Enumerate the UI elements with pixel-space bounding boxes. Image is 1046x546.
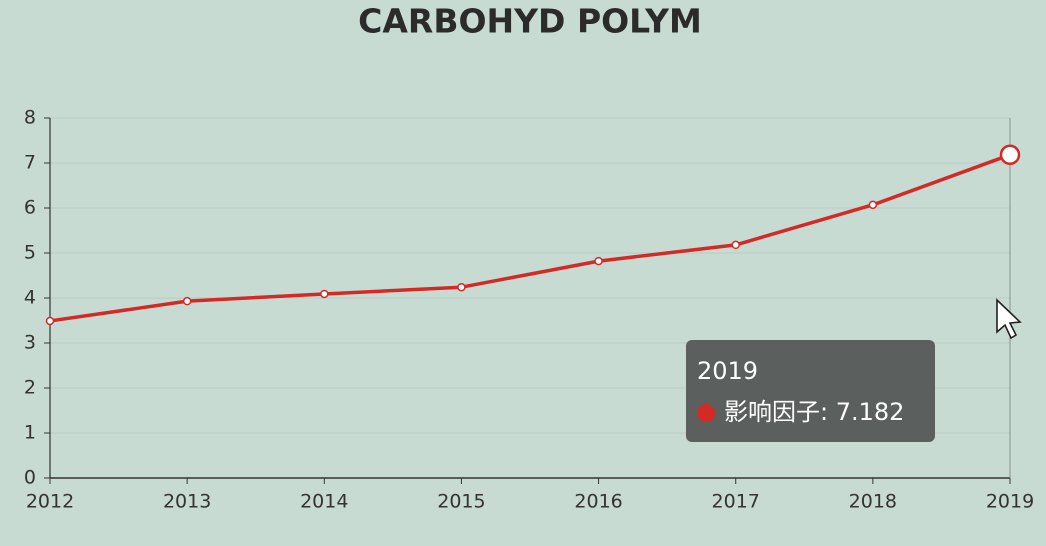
y-tick-label: 5 — [24, 242, 36, 264]
y-tick-label: 3 — [24, 332, 36, 354]
y-tick-label: 1 — [24, 422, 36, 444]
mouse-cursor — [996, 298, 1022, 340]
x-tick-label: 2017 — [712, 491, 760, 513]
x-tick-label: 2014 — [300, 491, 348, 513]
x-tick-label: 2019 — [986, 491, 1034, 513]
point — [182, 296, 192, 306]
y-tick-label: 8 — [24, 107, 36, 129]
y-tick-label: 2 — [24, 377, 36, 399]
point — [457, 282, 466, 292]
x-tick-label: 2016 — [574, 491, 622, 513]
y-tick-label: 6 — [24, 197, 36, 219]
tooltip-box — [686, 340, 935, 442]
tooltip: 2019 影响因子: 7.182 — [686, 340, 935, 442]
point — [999, 144, 1021, 166]
point — [45, 316, 55, 326]
y-tick-label: 4 — [24, 287, 36, 309]
x-tick-label: 2013 — [163, 491, 211, 513]
chart-title: CARBOHYD POLYM — [358, 2, 702, 41]
x-tick-label: 2012 — [26, 491, 74, 513]
point — [731, 240, 740, 250]
point — [320, 289, 329, 299]
series-line — [49, 153, 1011, 323]
x-tick-label: 2018 — [849, 491, 897, 513]
tooltip-marker — [697, 404, 715, 422]
x-tick-label: 2015 — [437, 491, 485, 513]
tooltip-text: 影响因子: 7.182 — [724, 398, 904, 426]
point — [868, 200, 878, 210]
y-tick-label: 7 — [24, 152, 36, 174]
point — [594, 256, 603, 266]
plot-area: 0 1 2 3 4 5 6 7 8 2012 2013 2014 2015 2016 2017 2018 201… — [24, 107, 1034, 513]
y-tick-label: 0 — [24, 467, 36, 489]
tooltip-title: 2019 — [697, 357, 758, 385]
